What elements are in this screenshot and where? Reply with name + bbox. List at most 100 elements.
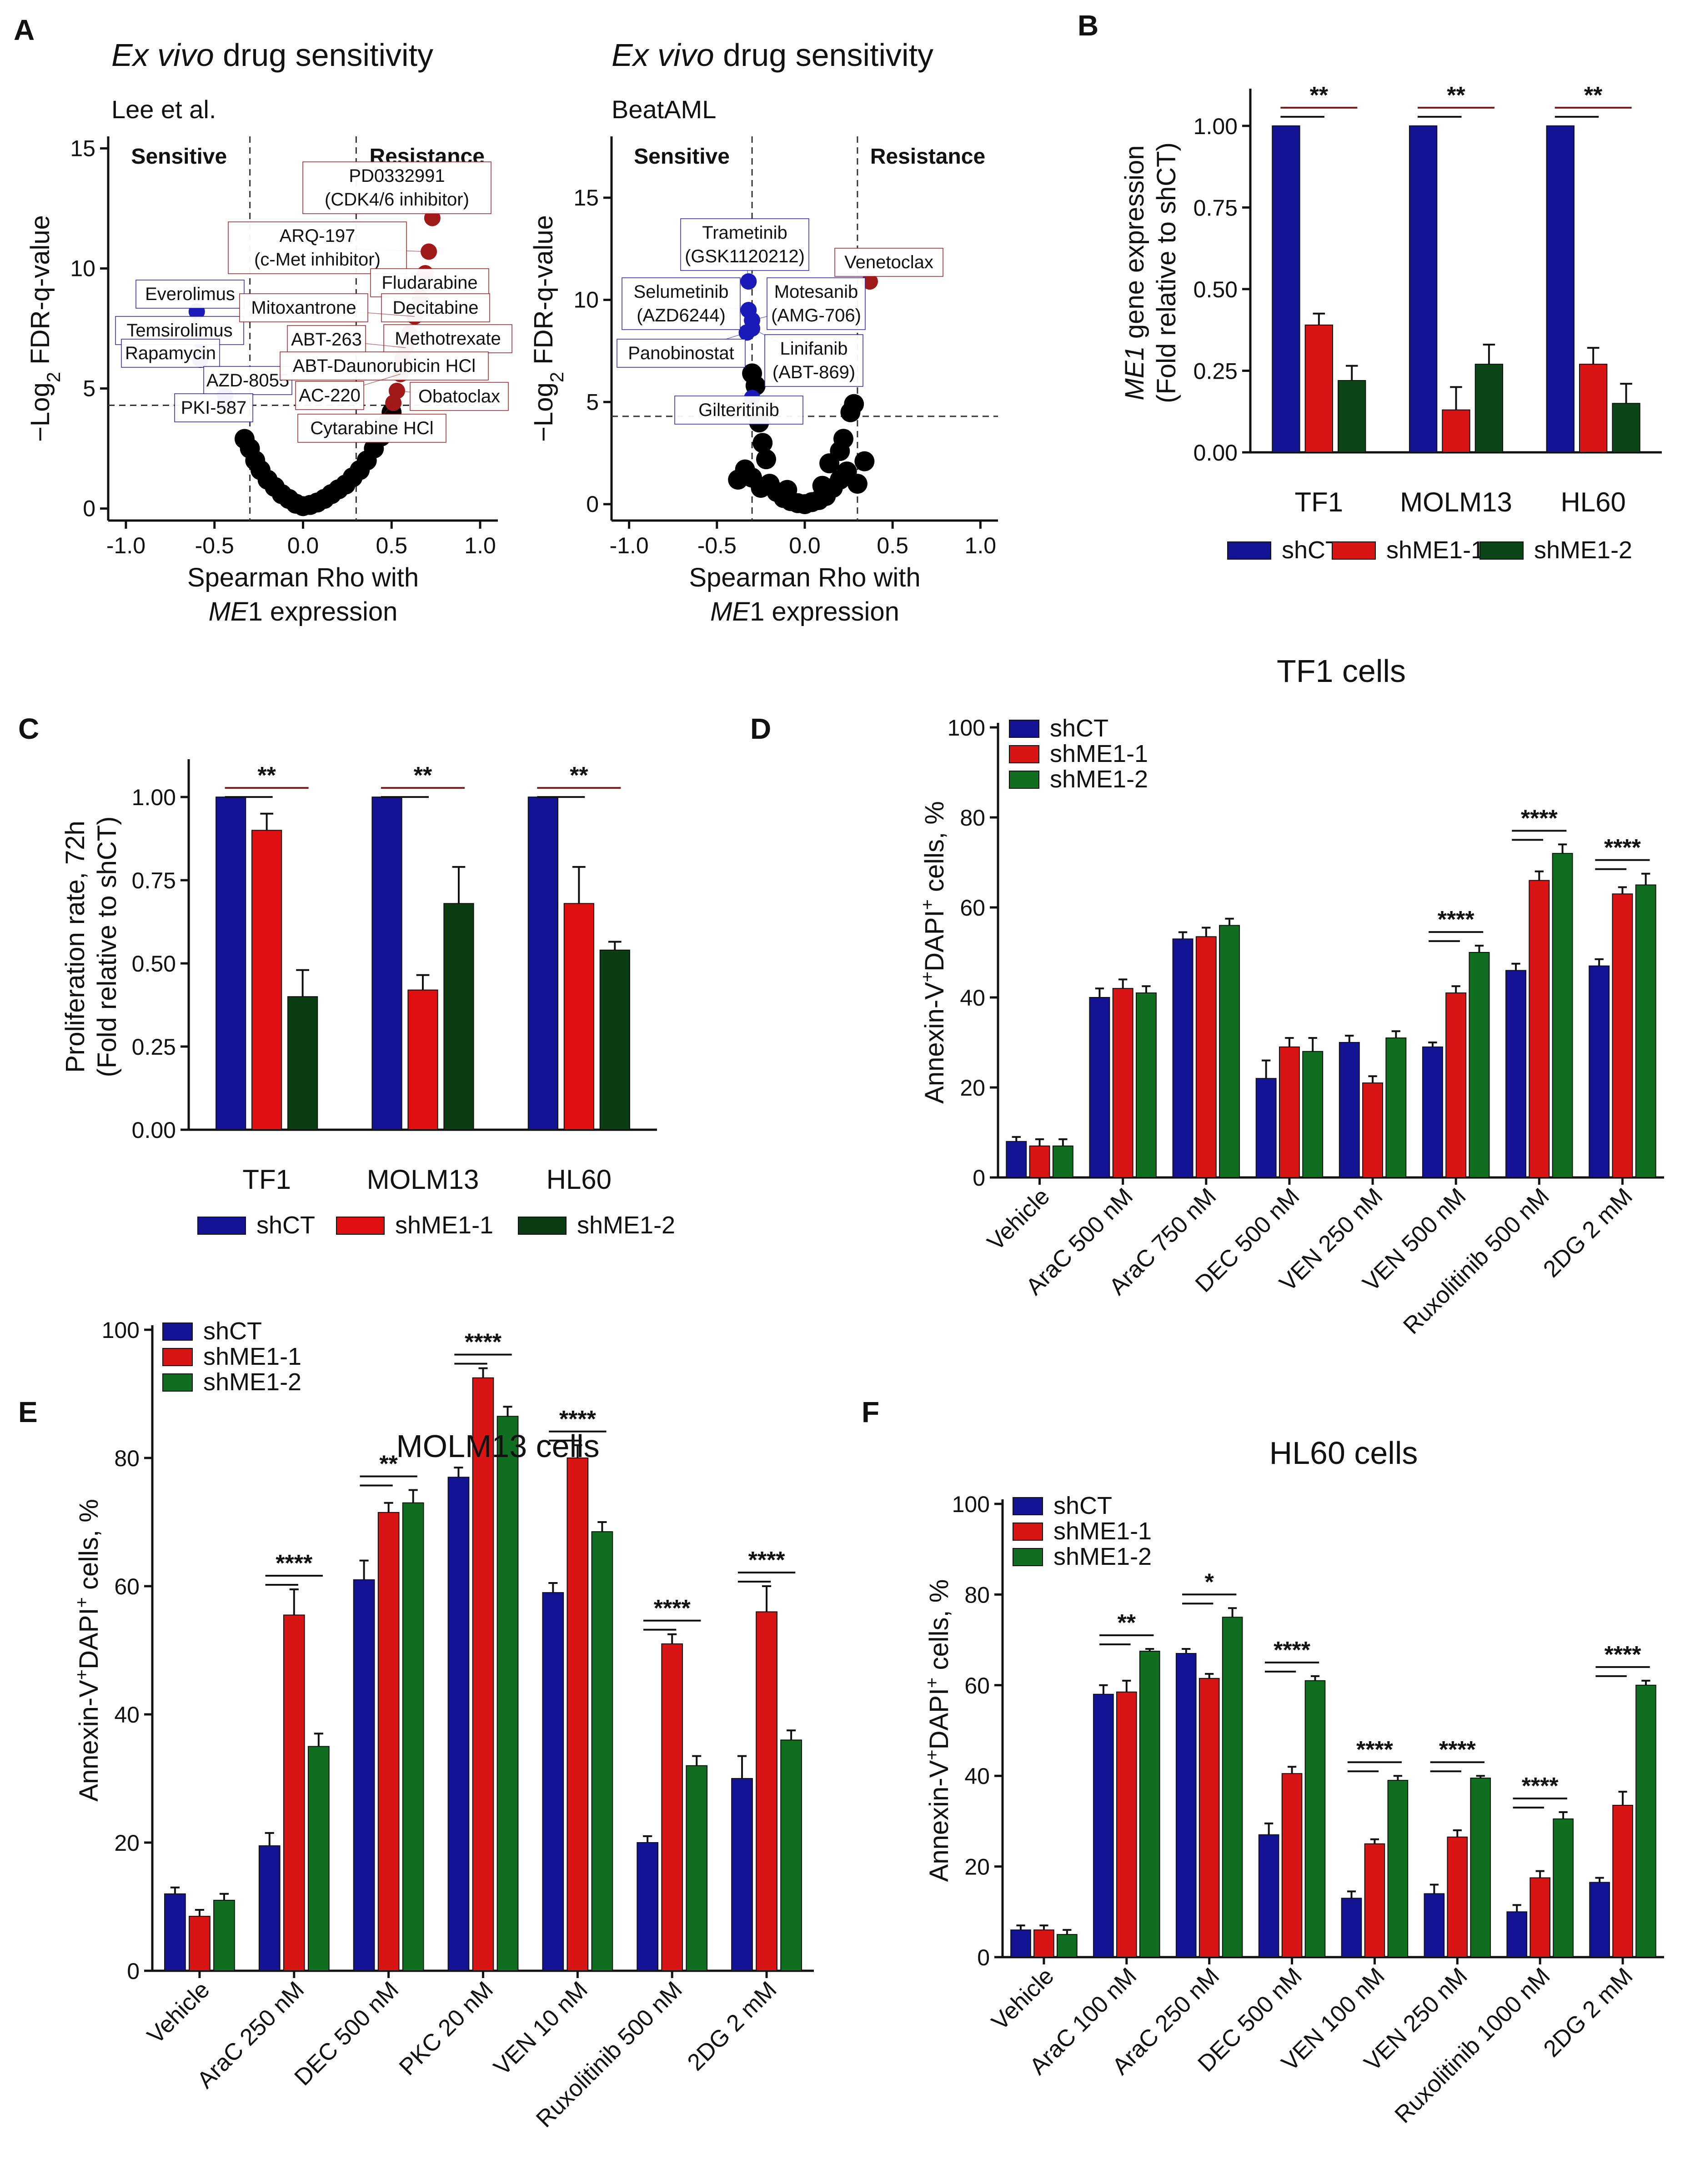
drug-label-resistance: (CDK4/6 inhibitor) bbox=[325, 190, 469, 210]
category-label: Ruxolitinib 500 nM bbox=[1398, 1183, 1554, 1339]
bar-shme1-2 bbox=[1057, 1934, 1078, 1958]
ylabel-rest: gene expression bbox=[1120, 145, 1149, 346]
significance-stars: **** bbox=[465, 1329, 502, 1356]
y-tick-label: 80 bbox=[960, 805, 985, 831]
panel-letter-f: F bbox=[862, 1396, 879, 1428]
y-tick-label: 0.75 bbox=[132, 868, 176, 893]
x-axis-label-gene: ME1 expression bbox=[710, 597, 899, 626]
y-tick-label: 100 bbox=[952, 1492, 990, 1517]
drug-label-sensitive: Trametinib bbox=[702, 223, 787, 243]
y-tick-label: 5 bbox=[83, 376, 95, 401]
legend-label-shme1-1: shME1-1 bbox=[1050, 740, 1148, 767]
bar-shme1-2 bbox=[443, 903, 474, 1130]
significance-stars: **** bbox=[654, 1595, 691, 1622]
bar-shme1-2 bbox=[591, 1531, 613, 1971]
bar-shct bbox=[353, 1579, 375, 1971]
y-tick-label: 100 bbox=[948, 715, 985, 741]
bar-shme1-2 bbox=[1052, 1145, 1073, 1178]
bar-shme1-1 bbox=[567, 1458, 589, 1971]
title-rest: drug sensitivity bbox=[714, 37, 933, 73]
source-label: BeatAML bbox=[612, 95, 716, 124]
bar-shme1-1 bbox=[251, 830, 282, 1130]
y-axis-label-line2: (Fold relative to shCT) bbox=[92, 816, 122, 1077]
ylabel-rest: FDR-q-value bbox=[529, 215, 558, 372]
label-box bbox=[674, 396, 803, 425]
label-box bbox=[203, 366, 292, 395]
bar-shct bbox=[164, 1893, 186, 1971]
bar-shct bbox=[1172, 938, 1194, 1178]
significance-stars: **** bbox=[1274, 1637, 1311, 1663]
legend-label-shme1-1: shME1-1 bbox=[395, 1212, 493, 1239]
drug-label-resistance: (c-Met inhibitor) bbox=[254, 250, 381, 270]
legend-swatch-shct bbox=[1009, 720, 1039, 738]
bar-shme1-2 bbox=[1135, 992, 1157, 1178]
bar-shme1-2 bbox=[496, 1416, 519, 1972]
bar-shme1-2 bbox=[780, 1739, 802, 1971]
bar-shme1-1 bbox=[661, 1643, 683, 1971]
label-box bbox=[295, 381, 364, 410]
ylabel-part: DAPI bbox=[924, 1688, 954, 1749]
category-label: TF1 bbox=[1294, 487, 1343, 517]
y-tick-label: 20 bbox=[114, 1830, 140, 1856]
significance-stars: **** bbox=[1604, 835, 1641, 861]
y-tick-label: 0.25 bbox=[1194, 358, 1238, 384]
bar-shme1-1 bbox=[1530, 1877, 1551, 1958]
significance-stars: **** bbox=[1521, 805, 1558, 832]
y-tick-label: 0.00 bbox=[1194, 440, 1238, 466]
y-tick-label: 0 bbox=[973, 1165, 985, 1191]
bar-shme1-2 bbox=[213, 1899, 235, 1971]
y-tick-label: 20 bbox=[960, 1075, 985, 1101]
ylabel-sup: + bbox=[918, 972, 938, 982]
y-tick-label: 0.25 bbox=[132, 1034, 176, 1060]
significance-stars: ** bbox=[1447, 82, 1465, 109]
bar-shct bbox=[527, 796, 558, 1130]
bar-shme1-1 bbox=[1445, 992, 1467, 1178]
bar-shme1-2 bbox=[1302, 1051, 1324, 1178]
title-italic: Ex vivo bbox=[612, 37, 714, 73]
drug-label-sensitive: Rapamycin bbox=[125, 343, 216, 363]
legend-swatch-shme1-2 bbox=[1013, 1548, 1043, 1566]
panel-letter-c: C bbox=[18, 712, 39, 745]
y-tick-label: 0 bbox=[83, 496, 95, 521]
y-tick-label: 0.50 bbox=[1194, 277, 1238, 302]
label-box bbox=[121, 339, 220, 368]
ylabel-rest: FDR-q-value bbox=[25, 215, 55, 372]
y-tick-label: 100 bbox=[102, 1317, 140, 1343]
panel-letter-a: A bbox=[14, 14, 35, 46]
ylabel-part: Annexin-V bbox=[924, 1760, 954, 1882]
significance-stars: **** bbox=[748, 1547, 786, 1573]
bar-shme1-1 bbox=[1304, 324, 1334, 453]
significance-stars: ** bbox=[1310, 82, 1329, 109]
bar-shme1-1 bbox=[1612, 893, 1633, 1178]
bar-shme1-1 bbox=[1442, 409, 1470, 453]
ylabel-sub: 2 bbox=[43, 372, 64, 382]
x-axis-label-gene: ME1 expression bbox=[209, 597, 398, 626]
y-tick-label: 0 bbox=[127, 1959, 140, 1984]
chart-title: Ex vivo drug sensitivity bbox=[612, 37, 933, 73]
bar-shme1-1 bbox=[1281, 1773, 1303, 1958]
significance-stars: **** bbox=[276, 1550, 313, 1577]
ylabel-part: cells, % bbox=[920, 801, 949, 899]
legend-label-shme1-2: shME1-2 bbox=[577, 1212, 675, 1239]
bar-shct bbox=[637, 1842, 659, 1971]
legend-swatch-shct bbox=[162, 1322, 193, 1341]
drug-label-sensitive: Linifanib bbox=[780, 339, 848, 359]
x-tick-label: 0.0 bbox=[287, 533, 319, 558]
label-box bbox=[410, 382, 509, 411]
bar-shct bbox=[542, 1592, 564, 1972]
bar-shme1-1 bbox=[1279, 1046, 1300, 1178]
drug-label-sensitive: Selumetinib bbox=[633, 282, 728, 302]
bar-shct bbox=[1258, 1834, 1279, 1958]
bar-shme1-1 bbox=[1447, 1836, 1468, 1958]
panel-c-proliferation: 0.00 0.25 0.50 0.75 1.00 TF1 ** MOLM13 ** HL60 ** s… bbox=[60, 759, 675, 1239]
legend-label-shme1-1: shME1-1 bbox=[1386, 536, 1484, 564]
significance-stars: ** bbox=[570, 762, 588, 789]
bar-shct bbox=[1589, 965, 1610, 1178]
data-point-neutral bbox=[847, 474, 868, 494]
drug-label-sensitive: Everolimus bbox=[145, 284, 235, 304]
legend-label-shme1-1: shME1-1 bbox=[1053, 1518, 1152, 1545]
drug-label-sensitive: (AMG-706) bbox=[771, 306, 861, 326]
drug-label-resistance: PD0332991 bbox=[349, 166, 445, 186]
